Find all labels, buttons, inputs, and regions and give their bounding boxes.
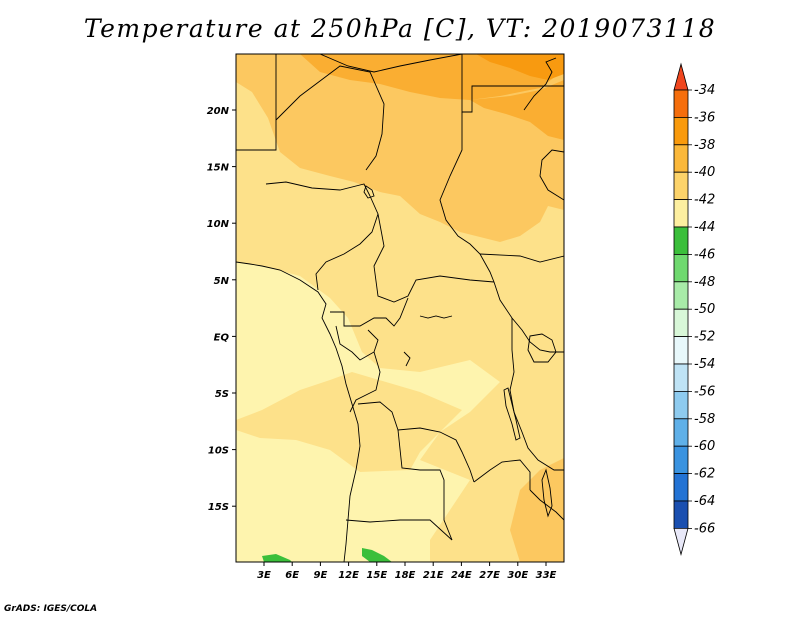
river-squiggle-2 — [403, 351, 411, 367]
colorbar-box — [673, 445, 689, 475]
field-region-green-central — [362, 548, 392, 562]
colorbar-box — [673, 171, 689, 200]
border-angola-zambia — [397, 429, 453, 541]
lon-label: 27E — [479, 570, 500, 581]
lake-tanganyika — [503, 387, 521, 441]
colorbar-box — [673, 308, 689, 338]
border-nigeria-cameroon — [315, 195, 379, 291]
lon-label: 3E — [257, 570, 271, 581]
boundaries — [236, 54, 564, 562]
field-region-coastal-band — [236, 372, 462, 472]
colorbar: -34 -36 -38 -40 -42 -44 -46 -48 -50 -52 -54 -56 -58 -… — [673, 62, 715, 556]
lon-label: 18E — [395, 570, 416, 581]
grads-credit: GrADS: IGES/COLA — [4, 604, 98, 614]
border-east-africa — [493, 281, 564, 353]
colorbar-label: -38 — [694, 138, 715, 153]
border-tanzania-east — [529, 489, 564, 521]
lat-label: 15S — [208, 502, 229, 513]
lat-label: 10S — [208, 446, 229, 457]
colorbar-label: -50 — [694, 302, 715, 317]
river-squiggle-1 — [419, 315, 453, 319]
colorbar-label: -48 — [694, 275, 715, 290]
temperature-field — [236, 54, 564, 562]
lake-malawi — [541, 468, 553, 518]
lon-label: 15E — [366, 570, 387, 581]
colorbar-box — [673, 500, 689, 529]
colorbar-label: -62 — [694, 467, 715, 482]
colorbar-label: -52 — [694, 330, 715, 345]
lon-label: 30E — [507, 570, 528, 581]
colorbar-label: -60 — [694, 439, 715, 454]
colorbar-top-triangle — [673, 62, 689, 91]
lat-label: 5N — [214, 276, 230, 287]
colorbar-bottom-triangle — [673, 528, 689, 556]
border-drc-angola — [357, 401, 475, 483]
colorbar-label: -66 — [694, 521, 715, 536]
colorbar-box — [673, 473, 689, 502]
border-great-lakes — [509, 318, 564, 471]
colorbar-label: -58 — [694, 412, 715, 427]
lat-label: EQ — [214, 332, 230, 343]
border-sudan-south — [479, 253, 564, 263]
field-region-corner-hottest — [476, 54, 564, 80]
field-region-northeast-hot — [470, 80, 564, 140]
colorbar-box — [673, 363, 689, 392]
border-car-congo — [330, 297, 409, 327]
colorbar-label: -46 — [694, 247, 715, 262]
border-cameroon-car — [373, 213, 495, 303]
colorbar-box — [673, 253, 689, 283]
border-ethiopia — [539, 149, 564, 201]
field-region-green-west — [262, 554, 292, 562]
colorbar-box — [673, 199, 689, 228]
border-angola-namibia — [345, 519, 453, 541]
colorbar-label: -40 — [694, 165, 715, 180]
border-niger-nigeria — [265, 181, 371, 197]
border-zambia-north — [473, 459, 531, 490]
border-west-sahara — [236, 54, 277, 151]
colorbar-label: -34 — [694, 83, 715, 98]
lon-label: 9E — [314, 570, 328, 581]
lon-label: 6E — [285, 570, 299, 581]
colorbar-box — [673, 390, 689, 420]
colorbar-label: -54 — [694, 357, 715, 372]
map-frame — [235, 53, 565, 563]
chart-title: Temperature at 250hPa [C], VT: 201907311… — [83, 14, 717, 43]
lon-label: 24E — [451, 570, 472, 581]
colorbar-box — [673, 336, 689, 365]
lake-victoria — [527, 333, 557, 363]
lon-label: 12E — [338, 570, 359, 581]
colorbar-label: -36 — [694, 110, 715, 125]
lon-label: 33E — [536, 570, 557, 581]
colorbar-box — [673, 418, 689, 447]
lat-label: 5S — [215, 389, 229, 400]
colorbar-box — [673, 117, 689, 146]
field-region-east-warm — [510, 458, 564, 562]
coastline — [236, 261, 361, 562]
lat-label: 15N — [207, 163, 230, 174]
border-algeria-libya — [319, 54, 463, 73]
border-libya-egypt — [461, 54, 564, 113]
colorbar-label: -44 — [694, 220, 715, 235]
field-region-north-hot — [300, 54, 564, 100]
colorbar-box — [673, 144, 689, 173]
border-nile — [523, 57, 557, 111]
lon-label: 21E — [423, 570, 444, 581]
border-mali-niger — [275, 65, 385, 171]
colorbar-box — [673, 226, 689, 255]
border-gabon — [335, 325, 379, 361]
colorbar-label: -42 — [694, 193, 715, 208]
colorbar-box — [673, 281, 689, 310]
colorbar-box — [673, 89, 689, 118]
lake-chad — [363, 185, 375, 199]
latitude-axis: 20N 15N 10N 5N EQ 5S 10S 15S — [207, 106, 236, 513]
lat-label: 10N — [207, 219, 230, 230]
border-drc-west — [349, 351, 381, 413]
longitude-axis: 3E 6E 9E 12E 15E 18E 21E 24E 27E 30E 33E — [257, 562, 557, 581]
border-chad-sudan — [439, 112, 495, 283]
colorbar-label: -56 — [694, 384, 715, 399]
lat-label: 20N — [207, 106, 230, 117]
colorbar-label: -64 — [694, 494, 715, 509]
